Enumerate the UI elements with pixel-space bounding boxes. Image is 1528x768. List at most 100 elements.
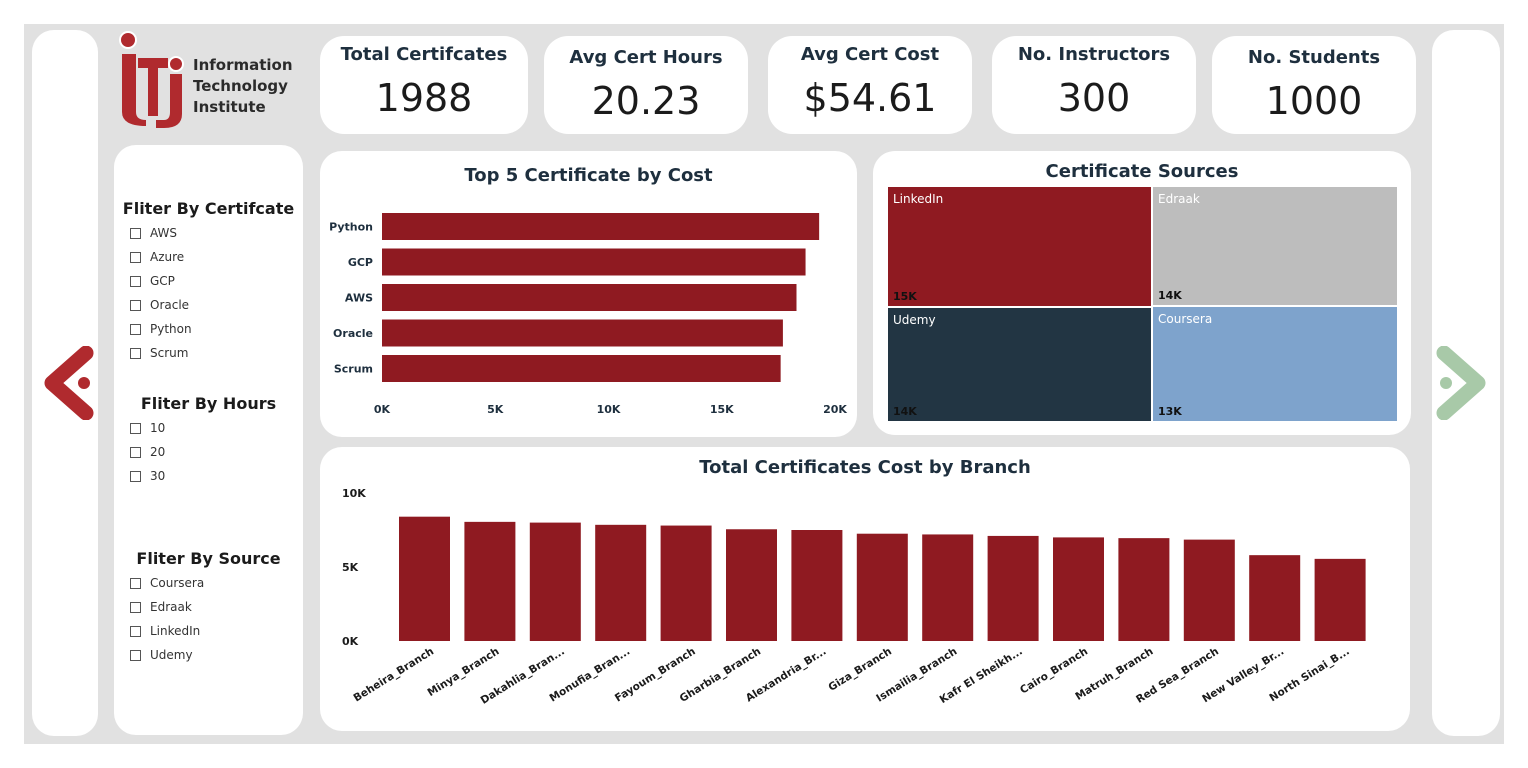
checkbox[interactable] [130, 227, 141, 239]
chart-title: Top 5 Certificate by Cost [464, 165, 713, 186]
filter-title-certificate: Fliter By Certifcate [122, 199, 295, 218]
filter-option-label: Azure [150, 250, 185, 264]
checkbox[interactable] [130, 347, 141, 359]
filter-title-source: Fliter By Source [136, 549, 281, 568]
bar-branch [856, 533, 908, 641]
checkbox[interactable] [130, 470, 141, 482]
bar-gcp [382, 248, 806, 276]
filter-option-scrum[interactable]: Scrum [130, 344, 188, 362]
y-tick-label: 10K [342, 487, 366, 500]
checkbox[interactable] [130, 446, 141, 458]
logo-line-1: Information [193, 56, 293, 74]
filter-option-aws[interactable]: AWS [130, 224, 177, 242]
kpi-card-avg-cert-hours: Avg Cert Hours 20.23 [544, 36, 748, 134]
filter-option-label: Scrum [150, 346, 189, 360]
y-tick-label: Python [329, 221, 373, 234]
prev-page-button[interactable] [36, 345, 94, 421]
y-tick-label: GCP [348, 256, 373, 269]
treemap-label: Udemy [893, 313, 936, 327]
top5-bar-chart: Python GCP AWS Oracle Scrum 0K 5K 10K 15K 20K [329, 213, 847, 416]
filter-option-label: AWS [150, 226, 178, 240]
checkbox[interactable] [130, 251, 141, 263]
filter-option-20[interactable]: 20 [130, 443, 165, 461]
kpi-card-total-certificates: Total Certifcates 1988 [320, 36, 528, 134]
kpi-label: Avg Cert Cost [800, 44, 940, 65]
sources-chart-panel: Certificate Sources LinkedIn 15K Edraak … [873, 151, 1411, 435]
treemap-label: Coursera [1158, 312, 1213, 326]
next-page-button[interactable] [1436, 345, 1494, 421]
iti-logo-mark [119, 31, 184, 128]
kpi-card-no-students: No. Students 1000 [1212, 36, 1416, 134]
filter-option-label: Oracle [150, 298, 190, 312]
treemap-cell-edraak[interactable]: Edraak 14K [1153, 187, 1397, 305]
bar-branch [1314, 558, 1366, 641]
checkbox[interactable] [130, 601, 141, 613]
treemap-value: 14K [1158, 289, 1182, 302]
filter-option-linkedin[interactable]: LinkedIn [130, 622, 200, 640]
filter-option-python[interactable]: Python [130, 320, 192, 338]
filter-option-label: 20 [150, 445, 166, 459]
kpi-card-avg-cert-cost: Avg Cert Cost $54.61 [768, 36, 972, 134]
filter-option-oracle[interactable]: Oracle [130, 296, 189, 314]
kpi-value: 20.23 [591, 79, 701, 123]
filter-option-30[interactable]: 30 [130, 467, 165, 485]
bar-branch [987, 535, 1039, 641]
filter-option-label: GCP [150, 274, 175, 288]
y-tick-label: 0K [342, 635, 359, 648]
filter-option-label: Udemy [150, 648, 193, 662]
kpi-label: No. Students [1247, 47, 1381, 68]
x-tick-label: 5K [487, 403, 504, 416]
checkbox[interactable] [130, 422, 141, 434]
treemap-cell-linkedin[interactable]: LinkedIn 15K [888, 187, 1151, 306]
filter-option-gcp[interactable]: GCP [130, 272, 175, 290]
kpi-value: $54.61 [803, 76, 937, 120]
bar-branch [1118, 538, 1170, 641]
arrow-left-icon [44, 345, 94, 421]
bar-branch [791, 530, 843, 641]
x-tick-label: 0K [374, 403, 391, 416]
filter-option-coursera[interactable]: Coursera [130, 574, 204, 592]
bar-branch [529, 522, 581, 641]
filter-option-label: 10 [150, 421, 166, 435]
checkbox[interactable] [130, 577, 141, 589]
arrow-right-icon [1436, 345, 1486, 421]
treemap-cell-coursera[interactable]: Coursera 13K [1153, 307, 1397, 421]
branch-bar-chart: Beheira_BranchMinya_BranchDakahlia_Bran.… [342, 487, 1366, 707]
y-tick-label: Scrum [334, 363, 373, 376]
x-tick-label: 15K [710, 403, 734, 416]
treemap-label: LinkedIn [893, 192, 944, 206]
checkbox[interactable] [130, 275, 141, 287]
bar-branch [1053, 537, 1104, 641]
kpi-card-no-instructors: No. Instructors 300 [992, 36, 1196, 134]
bar-branch [922, 534, 974, 641]
bar-branch [464, 521, 516, 641]
filter-option-udemy[interactable]: Udemy [130, 646, 193, 664]
kpi-label: No. Instructors [1017, 44, 1171, 65]
y-tick-label: 5K [342, 561, 359, 574]
treemap-value: 14K [893, 405, 917, 418]
bar-python [382, 213, 820, 240]
top5-chart-panel: Top 5 Certificate by Cost Python GCP AWS Or… [320, 151, 857, 437]
filter-option-label: 30 [150, 469, 166, 483]
checkbox[interactable] [130, 323, 141, 335]
filter-option-edraak[interactable]: Edraak [130, 598, 192, 616]
kpi-value: 300 [1057, 76, 1131, 120]
x-tick-label: 10K [597, 403, 621, 416]
y-tick-label: AWS [345, 292, 373, 305]
treemap: LinkedIn 15K Edraak 14K Udemy 14K Course… [888, 187, 1397, 421]
checkbox[interactable] [130, 299, 141, 311]
bar-branch [595, 524, 647, 641]
bar-branch [1249, 555, 1301, 641]
kpi-value: 1000 [1265, 79, 1363, 123]
treemap-cell-udemy[interactable]: Udemy 14K [888, 308, 1151, 421]
treemap-value: 15K [893, 290, 917, 303]
logo-line-3: Institute [193, 98, 266, 116]
filter-title-hours: Fliter By Hours [140, 394, 277, 413]
bar-branch [660, 525, 712, 641]
branch-chart-panel: Total Certificates Cost by Branch Beheir… [320, 447, 1410, 731]
checkbox[interactable] [130, 649, 141, 661]
filter-option-azure[interactable]: Azure [130, 248, 184, 266]
checkbox[interactable] [130, 625, 141, 637]
filter-option-10[interactable]: 10 [130, 419, 165, 437]
filter-option-label: Python [150, 322, 192, 336]
